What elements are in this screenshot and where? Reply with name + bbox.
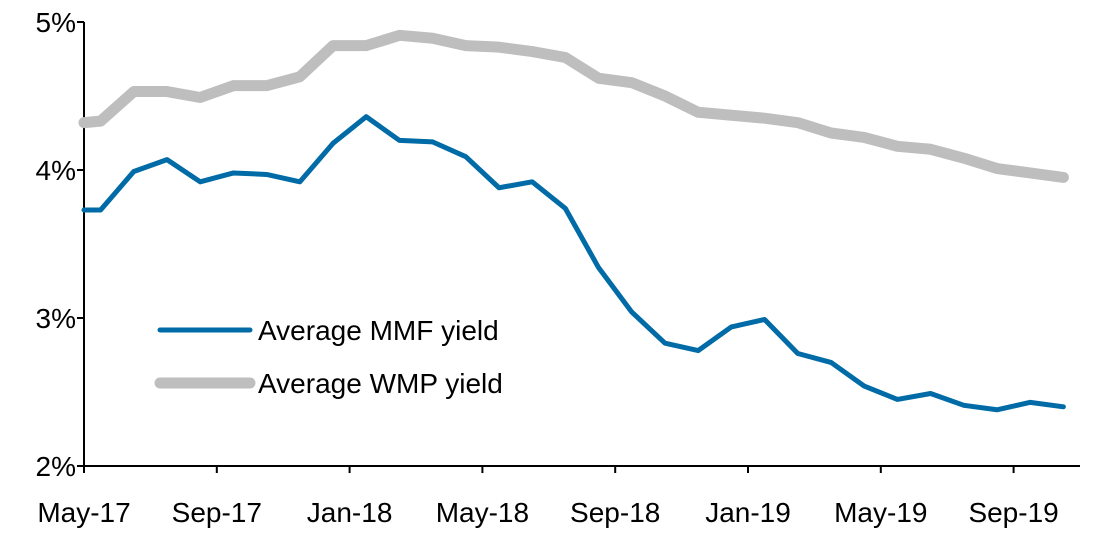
legend-label: Average MMF yield: [258, 315, 499, 346]
series-line-wmp: [84, 35, 1063, 177]
y-tick-label: 2%: [36, 451, 76, 482]
x-tick-label: Jan-18: [307, 497, 393, 528]
legend: Average MMF yield Average WMP yield: [160, 315, 503, 399]
series-line-mmf: [84, 117, 1063, 410]
x-tick-label: Sep-17: [172, 497, 262, 528]
x-tick-label: May-17: [37, 497, 130, 528]
x-tick-label: Sep-18: [570, 497, 660, 528]
x-tick-label: Sep-19: [968, 497, 1058, 528]
y-tick-label: 4%: [36, 155, 76, 186]
y-tick-label: 5%: [36, 7, 76, 38]
x-tick-label: May-18: [436, 497, 529, 528]
x-tick-label: Jan-19: [705, 497, 791, 528]
y-tick-label: 3%: [36, 303, 76, 334]
x-tick-label: May-19: [834, 497, 927, 528]
legend-label: Average WMP yield: [258, 368, 503, 399]
